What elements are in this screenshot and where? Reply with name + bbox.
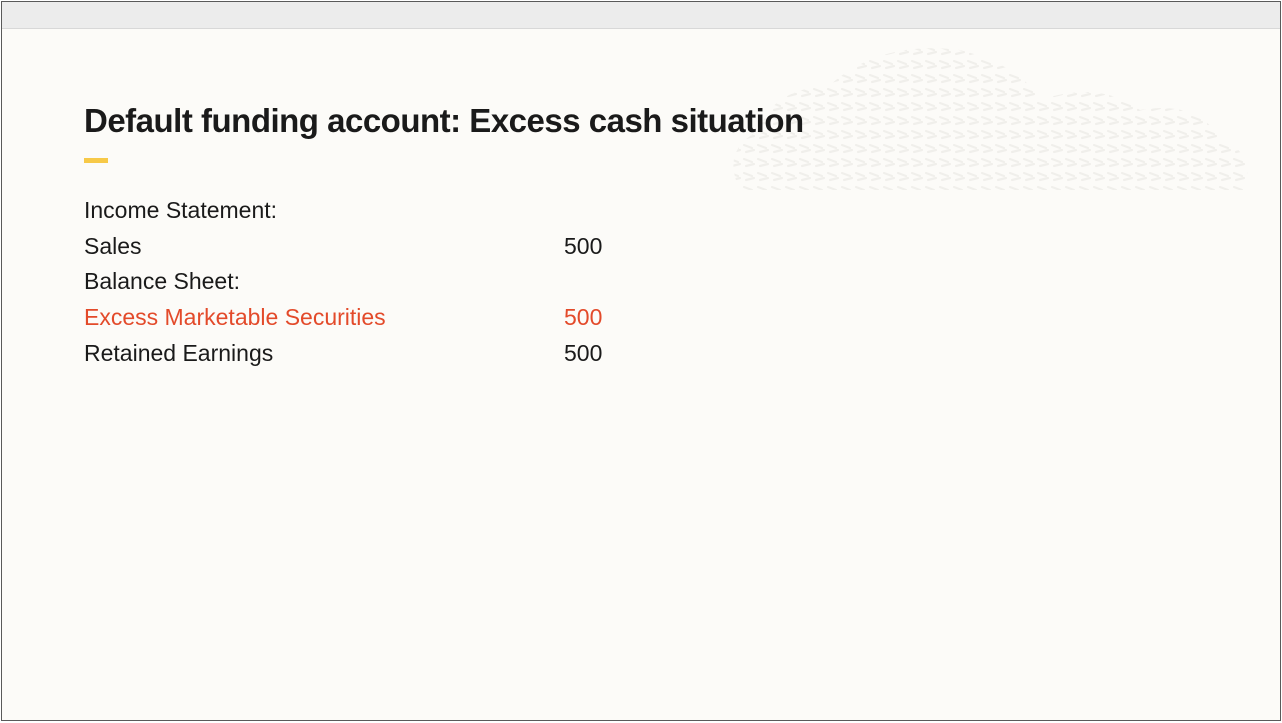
table-row: Sales 500 <box>84 229 1198 265</box>
row-label: Balance Sheet: <box>84 264 564 300</box>
top-bar <box>2 2 1280 29</box>
slide-title: Default funding account: Excess cash sit… <box>84 102 1198 140</box>
slide-content: Default funding account: Excess cash sit… <box>84 102 1198 371</box>
row-value: 500 <box>564 300 684 336</box>
row-label: Excess Marketable Securities <box>84 300 564 336</box>
row-label: Sales <box>84 229 564 265</box>
row-value: 500 <box>564 229 684 265</box>
row-value: 500 <box>564 336 684 372</box>
row-label: Income Statement: <box>84 193 564 229</box>
table-row: Income Statement: <box>84 193 1198 229</box>
title-accent-line <box>84 158 108 163</box>
table-row-highlighted: Excess Marketable Securities 500 <box>84 300 1198 336</box>
table-row: Retained Earnings 500 <box>84 336 1198 372</box>
table-row: Balance Sheet: <box>84 264 1198 300</box>
financial-data-table: Income Statement: Sales 500 Balance Shee… <box>84 193 1198 371</box>
slide-container: Default funding account: Excess cash sit… <box>1 1 1281 721</box>
row-value <box>564 264 684 300</box>
row-value <box>564 193 684 229</box>
row-label: Retained Earnings <box>84 336 564 372</box>
